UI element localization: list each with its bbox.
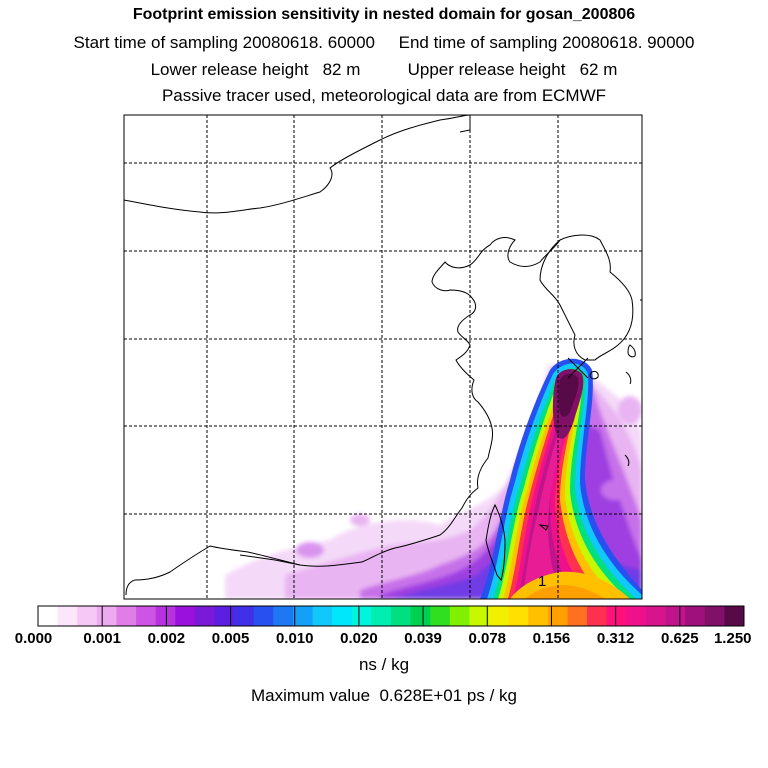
colorbar-cell (606, 606, 627, 626)
colorbar-cell (410, 606, 431, 626)
colorbar-cell (391, 606, 412, 626)
colorbar-cell (567, 606, 588, 626)
colorbar-cell (194, 606, 215, 626)
colorbar-cell (214, 606, 235, 626)
colorbar-cell (489, 606, 510, 626)
gridlines (124, 115, 642, 599)
figure-title: Footprint emission sensitivity in nested… (132, 6, 636, 23)
colorbar-cell (312, 606, 333, 626)
colorbar-cell (351, 606, 372, 626)
colorbar-cell (704, 606, 725, 626)
colorbar-cell (685, 606, 706, 626)
units-label: ns / kg (358, 655, 410, 674)
colorbar-cell (332, 606, 353, 626)
colorbar-tick-label: 0.078 (468, 630, 507, 647)
colorbar-cell (253, 606, 274, 626)
colorbar-cell (665, 606, 686, 626)
receptor-label: 1 (538, 573, 546, 590)
colorbar-tick-label: 0.001 (83, 630, 121, 647)
colorbar-cell (626, 606, 647, 626)
colorbar-cell (645, 606, 667, 626)
colorbar-tick-label: 0.005 (211, 630, 250, 647)
colorbar-tick-label: 0.156 (532, 630, 571, 647)
colorbar-cell (587, 606, 608, 626)
colorbar-tick-label: 0.000 (14, 630, 53, 647)
colorbar-major-dividers (101, 606, 681, 626)
colorbar-cell (508, 606, 529, 626)
tracer-info-line: Passive tracer used, meteorological data… (161, 86, 607, 105)
colorbar-tick-label: 0.002 (147, 630, 186, 647)
colorbar-cell (371, 606, 392, 626)
colorbar-cells (38, 606, 745, 626)
release-height-line: Lower release height 82 m Upper release … (150, 60, 618, 79)
colorbar-cell (155, 606, 176, 626)
maximum-value-label: Maximum value 0.628E+01 ps / kg (251, 686, 517, 705)
colorbar-tick-label: 0.625 (661, 630, 699, 647)
colorbar-cell (116, 606, 137, 626)
colorbar-cell (273, 606, 294, 626)
map-frame (123, 114, 643, 600)
colorbar-cell (77, 606, 98, 626)
coastlines (124, 115, 642, 596)
colorbar-tick-label: 0.312 (596, 630, 635, 647)
colorbar-cell (469, 606, 490, 626)
colorbar-tick-label: 0.039 (404, 630, 442, 647)
colorbar-frame (37, 605, 745, 627)
colorbar-tick-label: 0.020 (340, 630, 378, 647)
colorbar-cell (528, 606, 549, 626)
colorbar-cell (430, 606, 451, 626)
colorbar-cell (57, 606, 78, 626)
receptor-marker (567, 357, 589, 379)
colorbar-cell (449, 606, 470, 626)
colorbar-tick-label: 0.010 (275, 630, 314, 647)
colorbar-cell (234, 606, 255, 626)
colorbar-cell (547, 606, 568, 626)
colorbar-cell (175, 606, 196, 626)
colorbar-cell (96, 606, 117, 626)
colorbar-cell (38, 606, 59, 626)
colorbar-cell (292, 606, 314, 626)
colorbar-cell (136, 606, 157, 626)
colorbar-tick-label: 1.250 (713, 630, 752, 647)
sampling-time-line: Start time of sampling 20080618. 60000 E… (73, 33, 695, 52)
sensitivity-field (225, 358, 642, 599)
colorbar-cell (724, 606, 745, 626)
